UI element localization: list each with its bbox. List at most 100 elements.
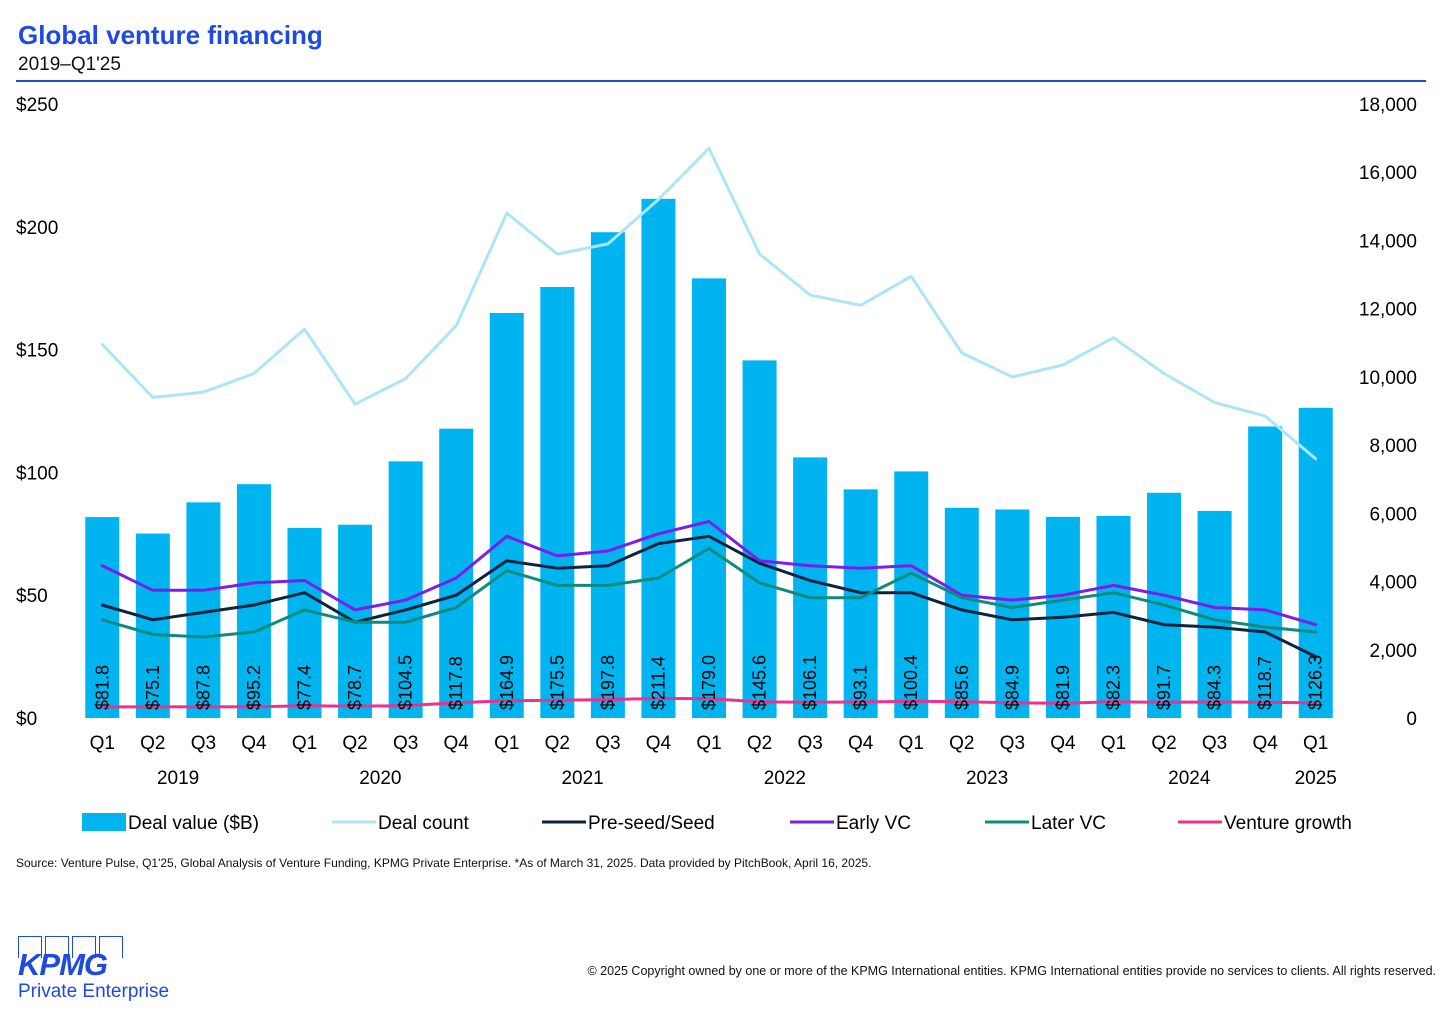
bar-data-label: $93.1 <box>851 665 871 710</box>
bar-deal-value <box>388 461 423 718</box>
bar-data-label: $81.9 <box>1053 665 1073 710</box>
bar-data-label: $145.6 <box>750 655 770 710</box>
bar-deal-value <box>135 533 170 718</box>
bar-deal-value <box>1248 426 1283 718</box>
x-tick-label-quarter: Q2 <box>545 733 570 754</box>
y-right-tick-label: 4,000 <box>1369 573 1417 594</box>
x-tick-label-quarter: Q3 <box>1000 733 1025 754</box>
y-right-tick-label: 2,000 <box>1369 641 1417 662</box>
bar-data-label: $81.8 <box>92 665 112 710</box>
x-tick-label-quarter: Q2 <box>747 733 772 754</box>
bar-data-label: $179.0 <box>699 655 719 710</box>
y-right-tick-label: 18,000 <box>1359 95 1417 116</box>
bar-deal-value <box>742 360 777 718</box>
y-right-tick-label: 16,000 <box>1359 163 1417 184</box>
bar-data-label: $75.1 <box>143 665 163 710</box>
x-tick-label-quarter: Q3 <box>393 733 418 754</box>
y-right-tick-label: 12,000 <box>1359 300 1417 321</box>
bar-deal-value <box>590 232 625 719</box>
y-left-tick-label: $200 <box>16 218 58 239</box>
bar-data-label: $126.3 <box>1306 655 1326 710</box>
x-tick-label-quarter: Q2 <box>949 733 974 754</box>
x-tick-label-quarter: Q3 <box>797 733 822 754</box>
bar-data-label: $175.5 <box>547 655 567 710</box>
bar-data-label: $85.6 <box>952 665 972 710</box>
legend-label: Venture growth <box>1224 813 1352 834</box>
x-tick-label-quarter: Q3 <box>191 733 216 754</box>
x-tick-label-quarter: Q4 <box>1050 733 1076 754</box>
kpmg-logo-boxes <box>18 936 169 958</box>
chart-subtitle: 2019–Q1'25 <box>18 54 121 75</box>
bar-data-label: $104.5 <box>396 655 416 710</box>
y-left-tick-label: $250 <box>16 95 58 116</box>
legend-label: Early VC <box>836 813 911 834</box>
x-year-label: 2019 <box>157 768 199 789</box>
x-tick-label-quarter: Q1 <box>899 733 924 754</box>
x-tick-label-quarter: Q1 <box>90 733 115 754</box>
kpmg-logo-text: KPMG <box>18 947 108 982</box>
bar-data-label: $197.8 <box>598 655 618 710</box>
x-year-label: 2023 <box>966 768 1008 789</box>
x-tick-label-quarter: Q4 <box>1252 733 1278 754</box>
bar-data-label: $84.9 <box>1002 665 1022 710</box>
bar-deal-value <box>287 527 322 718</box>
bar-data-label: $100.4 <box>901 655 921 710</box>
x-tick-label-quarter: Q1 <box>292 733 317 754</box>
bar-deal-value <box>85 517 120 718</box>
x-tick-label-quarter: Q2 <box>342 733 367 754</box>
bar-deal-value <box>894 471 929 718</box>
bar-deal-value <box>1197 510 1232 718</box>
x-tick-label-quarter: Q4 <box>241 733 267 754</box>
bar-data-label: $91.7 <box>1154 665 1174 710</box>
x-tick-label-quarter: Q1 <box>1303 733 1328 754</box>
title-divider <box>16 80 1426 82</box>
y-right-tick-label: 14,000 <box>1359 231 1417 252</box>
venture-financing-chart: $0 $50 $100 $150 $200 $250 0 2,000 4,000 6,000 8,0… <box>16 95 1417 834</box>
bar-data-label: $77.4 <box>295 665 315 710</box>
legend-label: Later VC <box>1031 813 1106 834</box>
x-year-label: 2020 <box>359 768 401 789</box>
x-tick-label-quarter: Q4 <box>444 733 470 754</box>
bar-deal-value <box>489 313 524 718</box>
x-tick-label-quarter: Q1 <box>494 733 519 754</box>
series-line-early-vc <box>100 520 1318 627</box>
x-tick-label-quarter: Q2 <box>140 733 165 754</box>
bar-deal-value <box>641 198 676 718</box>
legend-label: Deal value ($B) <box>128 813 259 834</box>
bar-deal-value <box>540 286 575 718</box>
kpmg-logo-subtext: Private Enterprise <box>18 981 170 1002</box>
x-tick-label-quarter: Q2 <box>1151 733 1176 754</box>
y-right-tick-label: 0 <box>1406 709 1417 730</box>
y-left-tick-label: $0 <box>16 709 37 730</box>
y-right-tick-label: 8,000 <box>1369 436 1417 457</box>
bar-deal-value <box>793 457 828 718</box>
x-tick-label-quarter: Q1 <box>696 733 721 754</box>
x-tick-label-quarter: Q3 <box>1202 733 1227 754</box>
x-tick-label-quarter: Q3 <box>595 733 620 754</box>
y-left-tick-label: $50 <box>16 586 48 607</box>
bar-data-label: $106.1 <box>800 655 820 710</box>
bar-deal-value <box>1096 515 1131 718</box>
x-year-label: 2021 <box>561 768 603 789</box>
legend-label: Deal count <box>378 813 470 834</box>
x-year-label: 2025 <box>1295 768 1337 789</box>
series-line-pre-seed-seed <box>100 534 1318 659</box>
bar-deal-value <box>995 509 1030 718</box>
copyright-note: © 2025 Copyright owned by one or more of… <box>587 964 1436 978</box>
bar-data-label: $117.8 <box>446 656 466 710</box>
legend-swatch-bar <box>82 813 126 831</box>
y-right-tick-label: 6,000 <box>1369 504 1417 525</box>
kpmg-logo: KPMG Private Enterprise <box>18 936 169 1003</box>
bar-data-label: $84.3 <box>1205 665 1225 710</box>
bar-deal-value <box>439 428 474 718</box>
bar-data-label: $87.8 <box>193 665 213 710</box>
series-line-venture-growth <box>100 696 1318 709</box>
x-tick-label-quarter: Q4 <box>646 733 672 754</box>
chart-title: Global venture financing <box>18 20 323 50</box>
bar-data-label: $82.3 <box>1103 665 1123 710</box>
legend-label: Pre-seed/Seed <box>588 813 715 834</box>
series-line-later-vc <box>100 547 1318 639</box>
bar-data-label: $164.9 <box>497 655 517 710</box>
y-left-tick-label: $150 <box>16 341 58 362</box>
bar-deal-value <box>843 489 878 718</box>
